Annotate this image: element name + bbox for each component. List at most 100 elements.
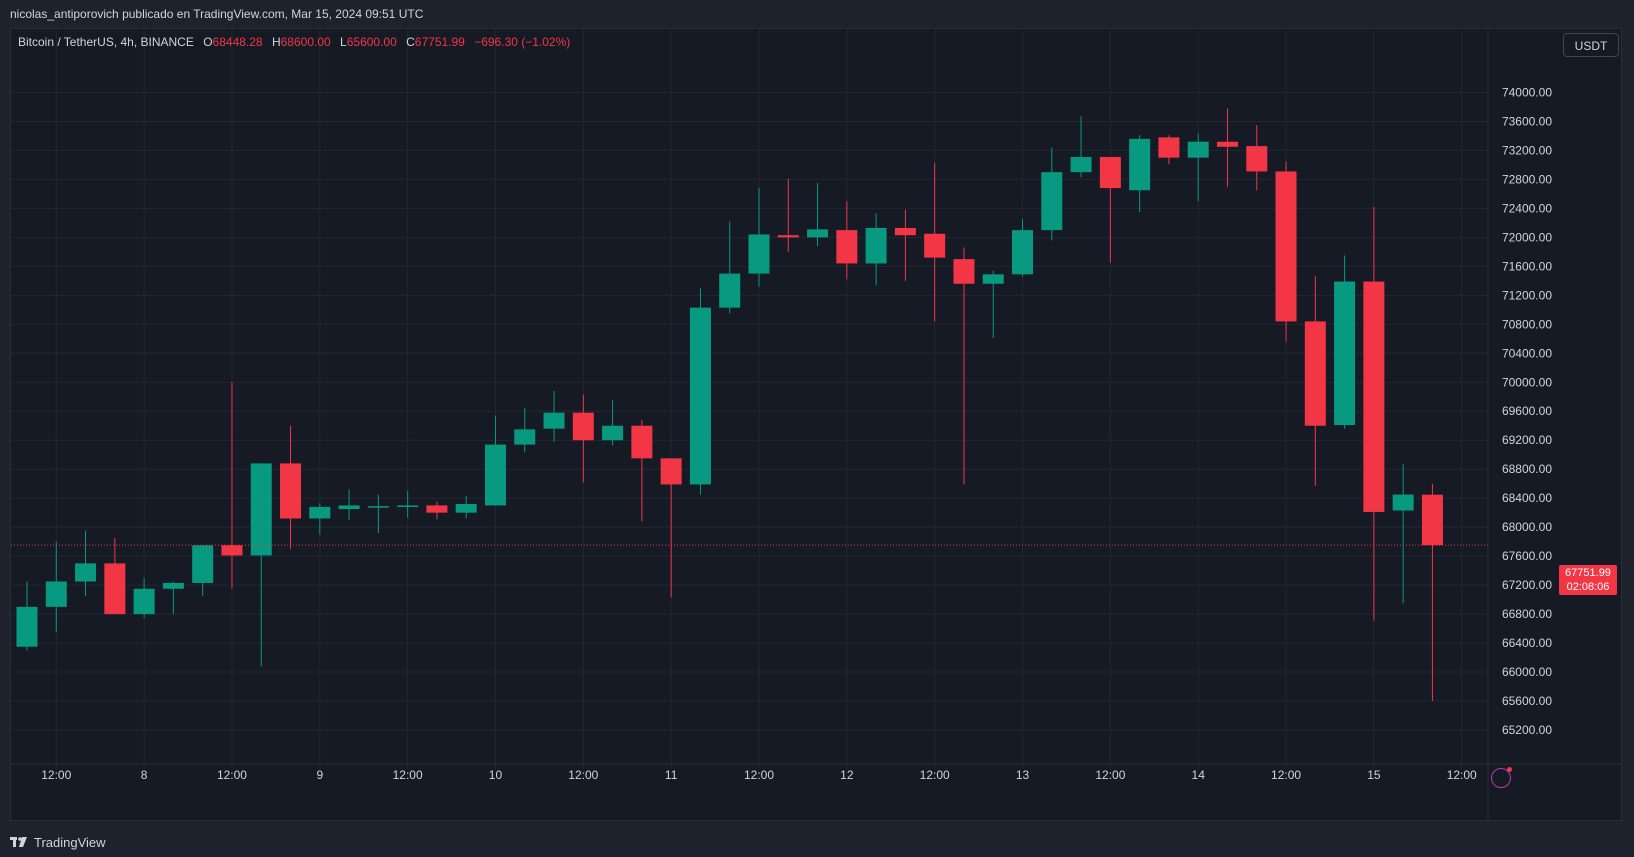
high-value: 68600.00 (280, 35, 331, 49)
x-tick-label: 12:00 (217, 768, 247, 782)
x-tick-label: 12:00 (744, 768, 774, 782)
y-tick-label: 66400.00 (1502, 636, 1552, 650)
candle-body (1246, 146, 1268, 172)
candle-body (660, 458, 682, 485)
lightning-icon[interactable] (1491, 767, 1512, 788)
x-tick-label: 12:00 (920, 768, 950, 782)
candle-body (572, 412, 594, 441)
open-value: 68448.28 (212, 35, 263, 49)
symbol-legend: Bitcoin / TetherUS, 4h, BINANCE O68448.2… (18, 35, 570, 49)
candle-body (807, 229, 829, 238)
x-tick-label: 10 (489, 768, 503, 782)
candle-body (514, 429, 536, 445)
candle-body (1099, 156, 1121, 189)
candle-body (250, 463, 272, 556)
y-tick-label: 72800.00 (1502, 172, 1552, 186)
y-tick-label: 66800.00 (1502, 607, 1552, 621)
y-tick-label: 70400.00 (1502, 346, 1552, 360)
candle-body (1187, 141, 1209, 158)
x-tick-label: 13 (1016, 768, 1030, 782)
x-tick-label: 12:00 (568, 768, 598, 782)
y-tick-label: 73600.00 (1502, 114, 1552, 128)
candle-body (602, 425, 624, 441)
candle-body (689, 307, 711, 485)
y-tick-label: 66000.00 (1502, 665, 1552, 679)
candle-body (75, 563, 97, 582)
footer-brand[interactable]: TradingView (34, 834, 106, 850)
y-tick-label: 71200.00 (1502, 288, 1552, 302)
chart-frame[interactable]: 65200.00 65600.00 66000.00 66400.00 66800.00… (10, 28, 1622, 821)
y-tick-label: 70000.00 (1502, 375, 1552, 389)
low-label: L (340, 35, 347, 49)
y-tick-label: 73200.00 (1502, 143, 1552, 157)
last-price-tag: 67751.99 02:08:06 (1559, 565, 1617, 595)
candle-body (836, 230, 858, 264)
x-tick-label: 8 (141, 768, 148, 782)
close-label: C (406, 35, 415, 49)
candle-body (367, 506, 389, 508)
candle-body (1216, 141, 1238, 147)
candle-body (631, 425, 653, 459)
publish-header: nicolas_antiporovich publicado en Tradin… (0, 0, 1634, 28)
x-tick-label: 12:00 (1271, 768, 1301, 782)
candle-body (104, 563, 126, 615)
candle-body (982, 274, 1004, 284)
candle-body (1334, 281, 1356, 426)
candle-body (1041, 172, 1063, 231)
tradingview-logo-icon (10, 837, 27, 847)
candle-body (719, 273, 741, 308)
candle-body (865, 227, 887, 264)
open-label: O (203, 35, 213, 49)
candle-body (338, 505, 360, 510)
bar-countdown: 02:08:06 (1566, 581, 1610, 593)
y-tick-label: 68400.00 (1502, 491, 1552, 505)
candle-body (162, 582, 184, 589)
candle-body (45, 581, 67, 607)
x-tick-label: 12 (840, 768, 854, 782)
change-value: −696.30 (−1.02%) (474, 35, 571, 49)
y-tick-label: 72000.00 (1502, 230, 1552, 244)
candle-body (894, 227, 916, 236)
high-label: H (271, 35, 281, 49)
y-tick-label: 67600.00 (1502, 549, 1552, 563)
footer: TradingView (10, 832, 106, 852)
y-tick-label: 65600.00 (1502, 694, 1552, 708)
y-tick-label: 72400.00 (1502, 201, 1552, 215)
candle-body (1070, 156, 1092, 173)
candle-body (484, 444, 506, 506)
y-tick-label: 67200.00 (1502, 578, 1552, 592)
candle-body (1421, 494, 1443, 546)
candle-body (1129, 138, 1151, 191)
candle-body (455, 503, 477, 513)
candle-body (1012, 230, 1034, 275)
x-tick-label: 11 (665, 768, 678, 782)
publish-line: nicolas_antiporovich publicado en Tradin… (10, 7, 424, 21)
currency-button[interactable]: USDT (1563, 33, 1619, 57)
candle-body (953, 259, 975, 284)
candle-body (1158, 137, 1180, 158)
candle-body (133, 588, 155, 615)
candle-body (1363, 281, 1385, 512)
x-tick-label: 14 (1192, 768, 1206, 782)
candlestick-chart[interactable]: 65200.00 65600.00 66000.00 66400.00 66800.00… (11, 29, 1621, 820)
x-tick-label: 12:00 (1095, 768, 1125, 782)
candle-body (221, 545, 243, 556)
candle-body (192, 545, 214, 583)
y-tick-label: 74000.00 (1502, 85, 1552, 99)
candle-body (543, 412, 565, 429)
x-tick-label: 12:00 (1447, 768, 1477, 782)
last-price-value: 67751.99 (1565, 567, 1611, 579)
x-tick-label: 12:00 (393, 768, 423, 782)
y-tick-label: 68000.00 (1502, 520, 1552, 534)
low-value: 65600.00 (346, 35, 397, 49)
candle-body (1392, 494, 1414, 511)
y-tick-label: 69600.00 (1502, 404, 1552, 418)
close-value: 67751.99 (414, 35, 465, 49)
candle-body (924, 233, 946, 258)
candle-body (748, 234, 770, 274)
y-tick-label: 71600.00 (1502, 259, 1552, 273)
x-tick-label: 15 (1367, 768, 1381, 782)
candle-body (309, 506, 331, 519)
candle-body (16, 606, 38, 647)
symbol-name[interactable]: Bitcoin / TetherUS, 4h, BINANCE (18, 35, 194, 49)
